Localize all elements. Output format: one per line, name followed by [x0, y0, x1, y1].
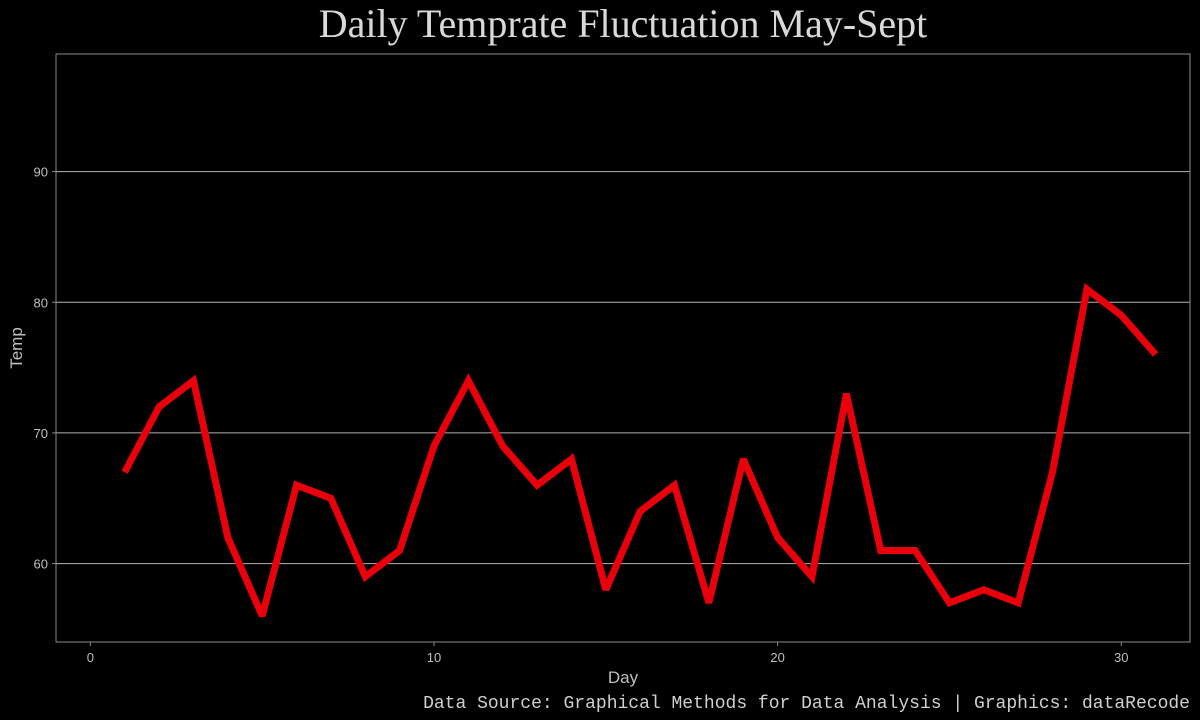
- series-layer: [121, 282, 1159, 618]
- temperature-line: [121, 282, 1159, 618]
- x-axis-ticks: 0 10 20 30: [87, 642, 1129, 665]
- plot-panel-border: [55, 53, 1191, 643]
- x-axis-label: Day: [608, 668, 639, 687]
- y-axis-ticks: 60 70 80 90: [34, 165, 56, 572]
- y-tick-label: 90: [34, 165, 48, 180]
- y-tick-label: 70: [34, 426, 48, 441]
- x-tick-label: 0: [87, 650, 94, 665]
- data-source-caption: Data Source: Graphical Methods for Data …: [423, 694, 1190, 714]
- x-tick-label: 30: [1114, 650, 1128, 665]
- y-tick-label: 80: [34, 295, 48, 310]
- gridlines: [56, 171, 1190, 565]
- y-axis-label: Temp: [7, 327, 26, 369]
- x-tick-label: 20: [770, 650, 784, 665]
- chart-title: Daily Temprate Fluctuation May-Sept: [319, 1, 928, 46]
- y-tick-label: 60: [34, 557, 48, 572]
- x-tick-label: 10: [427, 650, 441, 665]
